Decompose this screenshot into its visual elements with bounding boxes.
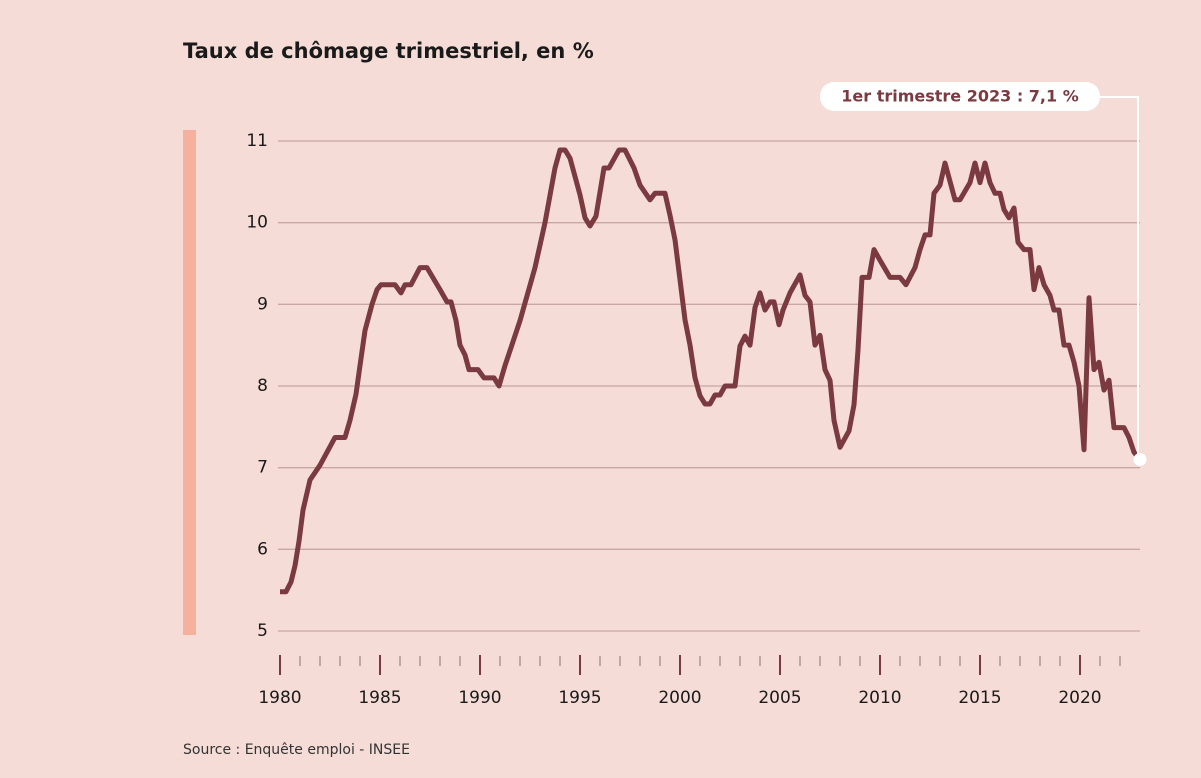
- accent-bar: [183, 130, 196, 635]
- y-tick-label: 11: [246, 131, 268, 151]
- x-tick-label: 2000: [658, 688, 701, 708]
- y-tick-label: 7: [257, 458, 268, 478]
- line: [280, 147, 1142, 595]
- x-tick-label: 1990: [458, 688, 501, 708]
- annotation-box: [820, 82, 1100, 111]
- y-tick-label: 8: [257, 376, 268, 396]
- annotation: 1er trimestre 2023 : 7,1 %: [841, 87, 1079, 106]
- x-tick-label: 1995: [558, 688, 601, 708]
- last-point: [1133, 453, 1147, 466]
- x-tick-label: 2010: [858, 688, 901, 708]
- x-tick-label: 1985: [358, 688, 401, 708]
- annotation-leader: [1100, 96, 1139, 460]
- y-tick-label: 6: [257, 539, 268, 559]
- source: Source : Enquête emploi - INSEE: [183, 742, 410, 758]
- y-tick-label: 9: [257, 294, 268, 314]
- x-tick-label: 2015: [958, 688, 1001, 708]
- y-tick-label: 10: [246, 213, 268, 233]
- x-tick-label: 1980: [258, 688, 301, 708]
- chart-title: Taux de chômage trimestriel, en %: [183, 39, 594, 63]
- y-tick-label: 5: [257, 621, 268, 641]
- x-tick-label: 2020: [1058, 688, 1101, 708]
- x-tick-label: 2005: [758, 688, 801, 708]
